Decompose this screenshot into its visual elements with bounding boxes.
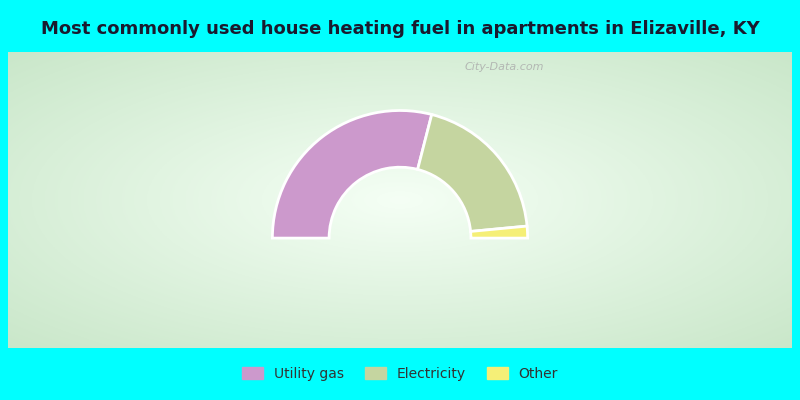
Wedge shape xyxy=(470,226,528,238)
Wedge shape xyxy=(418,114,527,232)
Wedge shape xyxy=(272,110,432,238)
Text: Most commonly used house heating fuel in apartments in Elizaville, KY: Most commonly used house heating fuel in… xyxy=(41,20,759,38)
Text: City-Data.com: City-Data.com xyxy=(465,62,544,72)
Legend: Utility gas, Electricity, Other: Utility gas, Electricity, Other xyxy=(237,362,563,386)
